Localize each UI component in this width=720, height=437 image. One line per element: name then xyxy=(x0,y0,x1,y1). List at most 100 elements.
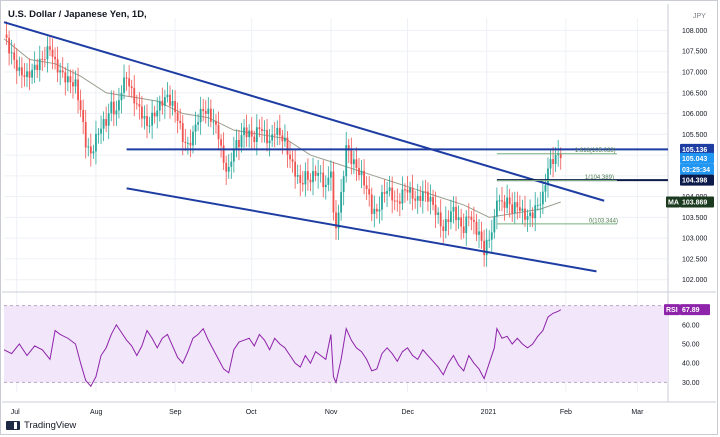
rsi-tag: RSI xyxy=(666,307,678,314)
candle-body xyxy=(250,130,253,137)
time-tick-label: Aug xyxy=(90,409,103,416)
candle-body xyxy=(554,155,557,164)
candle-body xyxy=(26,71,28,77)
candle-body xyxy=(355,159,358,169)
price-tick-label: 107.000 xyxy=(682,70,707,77)
ma-tag: MA xyxy=(668,200,679,207)
candle-body xyxy=(243,127,245,136)
candle-body xyxy=(493,216,496,233)
candle-body xyxy=(350,150,353,165)
price-tick-label: 102.000 xyxy=(682,277,707,284)
candle-body xyxy=(222,145,225,163)
candle-body xyxy=(427,191,429,202)
candle-body xyxy=(460,217,463,227)
candle-body xyxy=(268,140,271,144)
rsi-line xyxy=(3,309,562,388)
candle-body xyxy=(455,206,457,221)
candle-body xyxy=(309,179,312,183)
candle-body xyxy=(383,192,386,194)
rsi-value-tag-box xyxy=(680,304,710,316)
candle-body xyxy=(61,70,64,73)
candle-body xyxy=(215,121,217,125)
candle-body xyxy=(521,208,524,211)
ma-price-tag: 103.869 xyxy=(682,200,707,207)
candle-body xyxy=(169,94,171,106)
time-tick-label: 2021 xyxy=(481,409,497,416)
channel-upper-line[interactable] xyxy=(3,21,605,202)
candle-body xyxy=(490,232,493,240)
candle-body xyxy=(166,94,169,98)
candle-body xyxy=(381,192,383,210)
candle-body xyxy=(235,140,238,149)
candle-body xyxy=(192,131,194,146)
rsi-tick-label: 60.00 xyxy=(682,322,700,329)
candle-body xyxy=(559,153,562,159)
candle-body xyxy=(28,71,31,78)
price-tag-104398: 104.398 xyxy=(682,178,707,185)
candle-body xyxy=(146,116,148,126)
price-tick-label: 103.500 xyxy=(682,215,707,222)
ma-price-tag-box xyxy=(680,196,714,208)
candle-body xyxy=(526,216,529,220)
time-tick-label: Oct xyxy=(246,409,257,416)
candle-body xyxy=(444,219,447,232)
candle-body xyxy=(296,175,299,177)
candle-body xyxy=(294,161,297,177)
candle-body xyxy=(549,159,552,169)
time-tick-label: Nov xyxy=(325,409,338,416)
candle-body xyxy=(197,122,199,125)
price-tag-last: 105.043 xyxy=(682,156,707,163)
candle-body xyxy=(365,185,368,189)
candle-body xyxy=(238,140,240,148)
candle-body xyxy=(337,212,340,229)
candle-body xyxy=(539,204,542,206)
candle-body xyxy=(176,112,179,121)
candle-body xyxy=(327,177,330,185)
candle-body xyxy=(498,200,501,202)
candle-body xyxy=(5,34,8,38)
candle-body xyxy=(483,240,486,256)
candle-body xyxy=(135,103,138,105)
candle-body xyxy=(209,108,212,122)
tradingview-footer[interactable]: TradingView xyxy=(6,420,76,431)
price-tick-label: 107.500 xyxy=(682,49,707,56)
candle-body xyxy=(409,187,411,193)
candle-body xyxy=(64,72,67,83)
candle-body xyxy=(227,166,230,172)
candle-body xyxy=(207,108,210,114)
candle-body xyxy=(286,137,289,155)
candle-body xyxy=(204,110,207,114)
candle-body xyxy=(439,212,442,227)
candle-body xyxy=(391,187,394,201)
candle-body xyxy=(33,64,36,70)
candle-body xyxy=(202,108,205,111)
candle-body xyxy=(375,208,378,212)
candle-body xyxy=(301,182,304,185)
candle-body xyxy=(31,69,33,78)
candle-body xyxy=(74,79,77,87)
candle-body xyxy=(319,172,322,174)
candle-body xyxy=(161,100,164,106)
candle-body xyxy=(393,200,396,202)
candle-body xyxy=(329,171,332,178)
candle-body xyxy=(245,127,248,138)
time-tick-label: Feb xyxy=(560,409,572,416)
channel-lower-line[interactable] xyxy=(126,187,597,273)
candle-body xyxy=(424,191,427,193)
time-tick-label: Dec xyxy=(402,409,415,416)
candle-body xyxy=(307,171,309,180)
candle-body xyxy=(278,127,281,136)
candle-body xyxy=(41,58,44,60)
chart-title: U.S. Dollar / Japanese Yen, 1D, xyxy=(8,9,147,20)
candle-body xyxy=(347,145,350,151)
candle-body xyxy=(125,77,128,79)
candle-body xyxy=(212,121,215,123)
candle-body xyxy=(358,168,360,176)
tradingview-brand: TradingView xyxy=(24,420,77,431)
candle-body xyxy=(501,200,503,202)
candle-body xyxy=(271,134,274,141)
candle-body xyxy=(153,112,156,117)
candle-body xyxy=(340,192,343,213)
candle-body xyxy=(470,216,473,220)
